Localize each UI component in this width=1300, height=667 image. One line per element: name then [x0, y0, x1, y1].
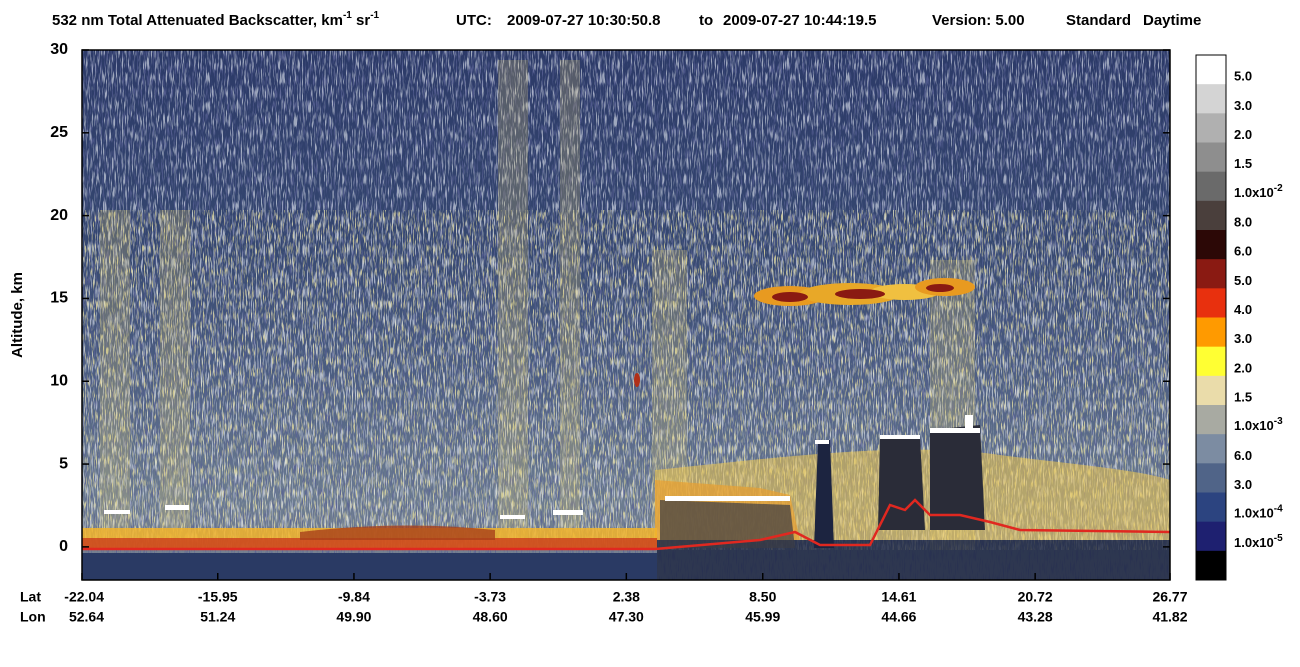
to-label: to	[699, 12, 713, 29]
colorbar-label: 5.0	[1234, 273, 1252, 288]
y-tick-label: 30	[50, 41, 68, 58]
x-row-label: Lon	[20, 609, 46, 625]
lat-tick-label: 14.61	[881, 589, 916, 605]
lat-tick-label: 8.50	[749, 589, 776, 605]
x-row-label: Lat	[20, 589, 41, 605]
lon-tick-label: 48.60	[473, 609, 508, 625]
colorbar-label: 3.0	[1234, 98, 1252, 113]
colorbar-label: 1.0x10-5	[1234, 532, 1283, 550]
colorbar-swatch	[1196, 375, 1226, 406]
y-tick-label: 20	[50, 207, 68, 224]
lat-tick-label: 26.77	[1152, 589, 1187, 605]
colorbar-label-base: 1.0x10	[1234, 185, 1274, 200]
y-tick-label: 0	[59, 538, 68, 555]
lon-tick-label: 52.64	[69, 609, 104, 625]
colorbar-label: 1.5	[1234, 156, 1252, 171]
colorbar-label: 1.5	[1234, 389, 1252, 404]
lat-tick-label: -9.84	[338, 589, 370, 605]
colorbar-frame	[1195, 54, 1227, 581]
lighting: Daytime	[1143, 12, 1201, 29]
colorbar-swatch	[1196, 259, 1226, 289]
lat-tick-label: -22.04	[64, 589, 104, 605]
cirrus-cloud	[634, 278, 975, 387]
colorbar-label: 6.0	[1234, 244, 1252, 259]
colorbar-swatch	[1196, 346, 1226, 377]
colorbar-label-base: 1.0x10	[1234, 506, 1274, 521]
version: Version: 5.00	[932, 12, 1025, 29]
colorbar-label-base: 1.0x10	[1234, 535, 1274, 550]
colorbar-label-exp: -5	[1274, 532, 1283, 543]
y-tick-label: 10	[50, 372, 68, 389]
colorbar-swatch	[1196, 230, 1226, 260]
colorbar-swatch	[1196, 492, 1226, 523]
colorbar-label-base: 1.0x10	[1234, 419, 1274, 434]
colorbar-label: 2.0	[1234, 360, 1252, 375]
colorbar-label-exp: -2	[1274, 182, 1283, 193]
start-time: 2009-07-27 10:30:50.8	[507, 12, 660, 29]
colorbar-label: 1.0x10-4	[1234, 503, 1283, 521]
end-time: 2009-07-27 10:44:19.5	[723, 12, 876, 29]
colorbar-label: 1.0x10-3	[1234, 416, 1283, 434]
colorbar-label: 4.0	[1234, 302, 1252, 317]
y-tick-label: 25	[50, 124, 68, 141]
colorbar-label: 6.0	[1234, 448, 1252, 463]
product: Standard	[1066, 12, 1131, 29]
colorbar-swatch	[1196, 113, 1226, 143]
colorbar-label: 2.0	[1234, 127, 1252, 142]
colorbar-label: 8.0	[1234, 214, 1252, 229]
lon-tick-label: 41.82	[1152, 609, 1187, 625]
lon-tick-label: 43.28	[1018, 609, 1053, 625]
utc-label: UTC:	[456, 12, 492, 29]
colorbar-label: 5.0	[1234, 69, 1252, 84]
backscatter-image	[82, 50, 1170, 580]
colorbar-swatch	[1196, 434, 1226, 464]
y-tick-label: 5	[59, 455, 68, 472]
colorbar-swatch	[1196, 521, 1226, 552]
colorbar-swatch	[1196, 171, 1226, 202]
y-tick-label: 15	[50, 290, 68, 307]
colorbar-swatch	[1196, 84, 1226, 114]
lat-tick-label: -15.95	[198, 589, 238, 605]
y-axis-label: Altitude, km	[9, 272, 26, 358]
lon-tick-label: 51.24	[200, 609, 235, 625]
colorbar-label: 3.0	[1234, 331, 1252, 346]
colorbar-label-exp: -3	[1274, 416, 1283, 427]
lat-tick-label: 20.72	[1018, 589, 1053, 605]
colorbar-label: 1.0x10-2	[1234, 182, 1283, 200]
lon-tick-label: 44.66	[881, 609, 916, 625]
colorbar-label-exp: -4	[1274, 503, 1283, 514]
lat-tick-label: -3.73	[474, 589, 506, 605]
colorbar-swatch	[1196, 200, 1226, 231]
colorbar-swatch	[1196, 288, 1226, 318]
lon-tick-label: 45.99	[745, 609, 780, 625]
colorbar-swatch	[1196, 405, 1226, 435]
colorbar-label: 3.0	[1234, 477, 1252, 492]
lat-tick-label: 2.38	[613, 589, 640, 605]
colorbar-swatch	[1196, 463, 1226, 493]
chart-title: 532 nm Total Attenuated Backscatter, km-…	[52, 10, 380, 29]
lon-tick-label: 47.30	[609, 609, 644, 625]
lon-tick-label: 49.90	[336, 609, 371, 625]
colorbar-swatch	[1196, 55, 1226, 85]
colorbar-swatch	[1196, 317, 1226, 348]
colorbar-swatch	[1196, 142, 1226, 173]
colorbar-swatch	[1196, 550, 1226, 581]
